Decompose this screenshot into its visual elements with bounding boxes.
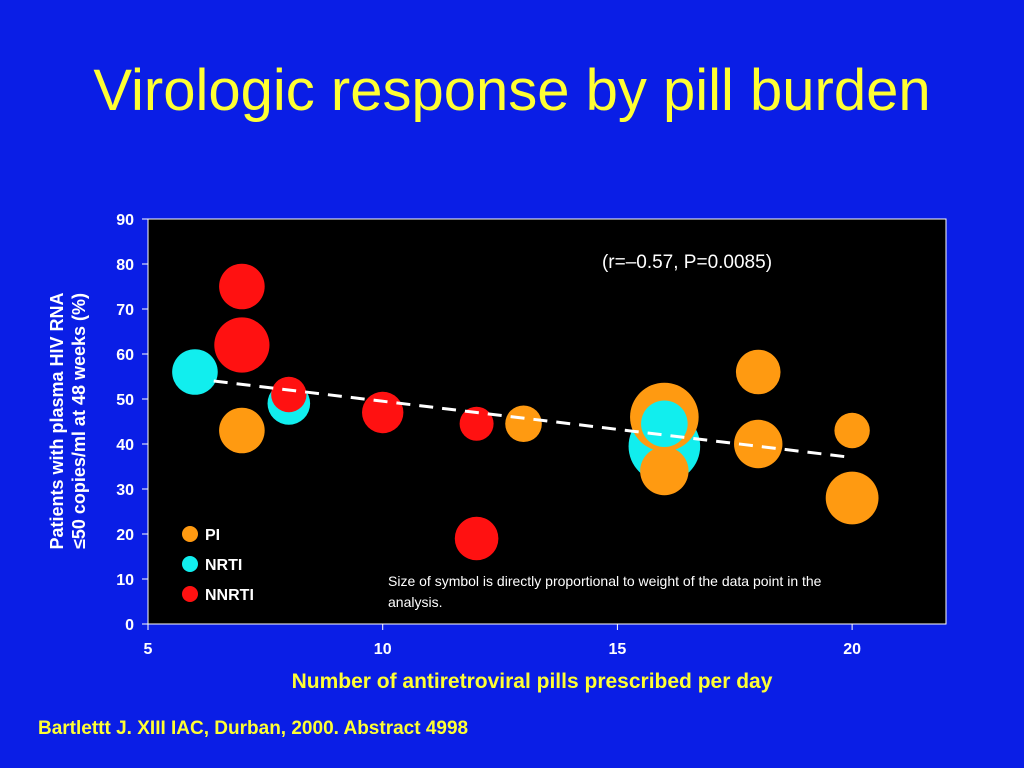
regression-layer <box>213 379 853 459</box>
symbol-size-note-line2: analysis. <box>388 594 442 610</box>
legend-label-nrti: NRTI <box>205 557 242 574</box>
data-point-pi <box>219 407 265 454</box>
data-point-nnrti <box>271 376 307 413</box>
correlation-annotation: (r=–0.57, P=0.0085) <box>602 252 772 273</box>
data-point-pi <box>734 419 783 469</box>
legend-label-nnrti: NNRTI <box>205 587 254 604</box>
legend-marker-nrti <box>182 556 198 572</box>
data-point-nrti <box>172 349 218 395</box>
x-tick-label: 10 <box>374 641 392 658</box>
data-point-nnrti <box>219 263 265 310</box>
y-tick-label: 20 <box>116 527 134 544</box>
data-point-nnrti <box>362 391 404 434</box>
y-tick-label: 10 <box>116 572 134 589</box>
y-tick-label: 70 <box>116 302 134 319</box>
data-point-pi <box>640 446 689 496</box>
legend-label-pi: PI <box>205 527 220 544</box>
data-point-pi <box>834 412 870 449</box>
x-tick-label: 5 <box>144 641 153 658</box>
data-point-nnrti <box>459 406 494 441</box>
legend: PI NRTI NNRTI <box>182 526 254 604</box>
y-tick-label: 80 <box>116 257 134 274</box>
citation: Bartlettt J. XIII IAC, Durban, 2000. Abs… <box>38 718 469 739</box>
data-point-pi <box>825 471 879 525</box>
y-tick-label: 90 <box>116 212 134 229</box>
regression-line <box>213 379 853 459</box>
data-points <box>172 263 879 561</box>
y-tick-label: 30 <box>116 482 134 499</box>
data-point-pi <box>505 405 542 443</box>
x-tick-label: 20 <box>843 641 861 658</box>
y-tick-label: 0 <box>125 617 134 634</box>
legend-marker-nnrti <box>182 586 198 602</box>
legend-marker-pi <box>182 526 198 542</box>
data-point-nnrti <box>454 516 499 561</box>
axes: 0 10 20 30 40 50 60 70 80 90 5 10 15 20 <box>116 212 861 658</box>
data-point-nrti <box>641 400 688 448</box>
y-tick-label: 50 <box>116 392 134 409</box>
x-tick-label: 15 <box>609 641 627 658</box>
y-tick-label: 60 <box>116 347 134 364</box>
symbol-size-note: Size of symbol is directly proportional … <box>388 573 825 610</box>
y-tick-label: 40 <box>116 437 134 454</box>
data-point-nnrti <box>214 317 270 373</box>
data-point-pi <box>735 349 781 395</box>
symbol-size-note-line1: Size of symbol is directly proportional … <box>388 573 822 589</box>
x-axis-label: Number of antiretroviral pills prescribe… <box>291 670 773 693</box>
slide-title: Virologic response by pill burden <box>93 58 931 123</box>
